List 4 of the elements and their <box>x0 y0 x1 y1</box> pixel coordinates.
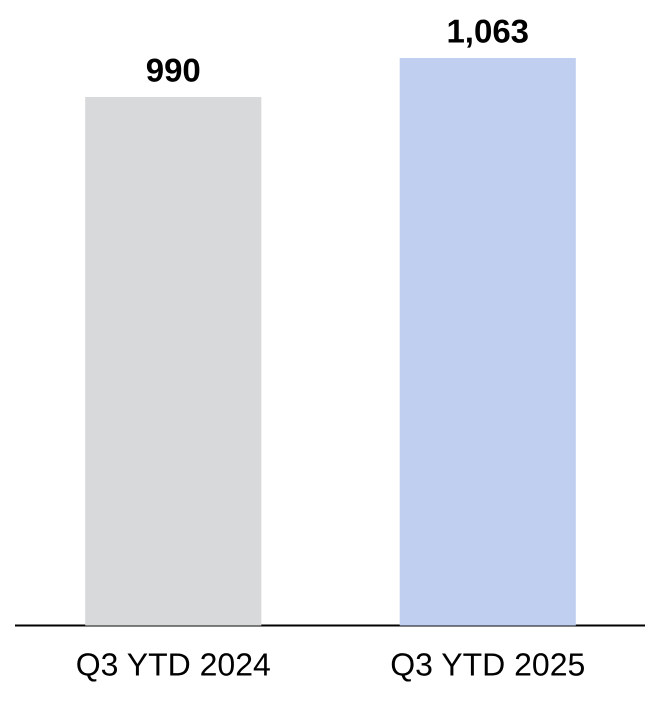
x-tick-label: Q3 YTD 2025 <box>390 646 586 683</box>
data-label: 990 <box>146 52 201 89</box>
data-label: 1,063 <box>446 12 530 50</box>
x-tick-label: Q3 YTD 2024 <box>76 646 271 683</box>
